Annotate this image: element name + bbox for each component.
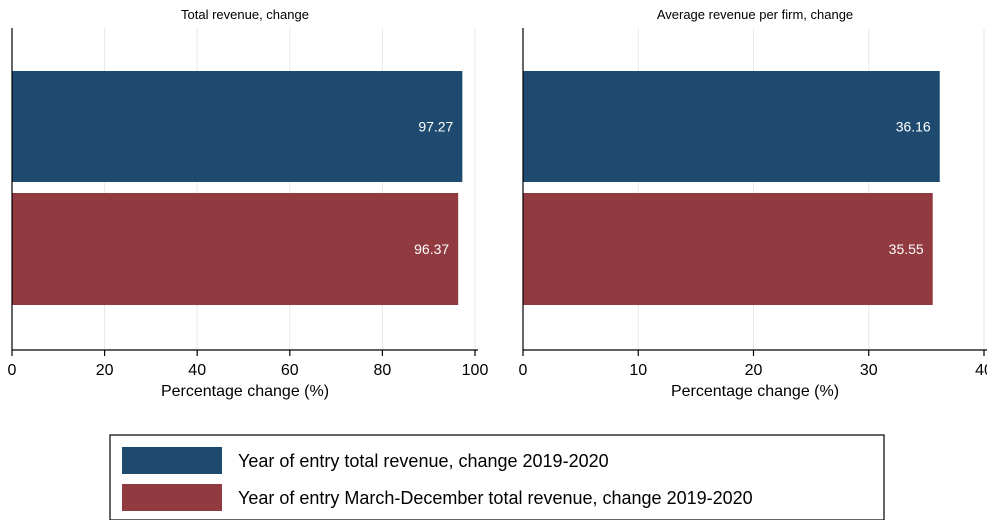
x-tick-label-average-revenue-4: 40	[975, 362, 987, 379]
bar-total-revenue-march-december-revenue	[12, 193, 459, 305]
x-axis-label-total-revenue: Percentage change (%)	[161, 383, 329, 400]
panel-total-revenue: Total revenue, change 97.27 96.37 0 20 40 60 8…	[8, 7, 489, 400]
x-tick-label-average-revenue-0: 0	[519, 362, 528, 379]
legend-swatch-march-december-revenue	[122, 484, 222, 511]
legend-label-march-december-revenue: Year of entry March-December total reven…	[238, 488, 753, 508]
legend-swatch-total-revenue	[122, 447, 222, 474]
legend-box	[109, 434, 885, 520]
x-tick-label-average-revenue-1: 10	[629, 362, 647, 379]
legend-label-total-revenue: Year of entry total revenue, change 2019…	[238, 451, 609, 471]
bar-total-revenue-total-revenue	[12, 71, 463, 182]
panel-title-total-revenue: Total revenue, change	[181, 7, 309, 22]
x-tick-label-total-revenue-3: 60	[281, 362, 299, 379]
x-tick-label-total-revenue-2: 40	[188, 362, 206, 379]
x-axis-label-average-revenue: Percentage change (%)	[671, 383, 839, 400]
x-tick-label-average-revenue-3: 30	[860, 362, 878, 379]
data-label-average-revenue-total-revenue: 36.16	[896, 119, 931, 135]
panel-title-average-revenue: Average revenue per firm, change	[657, 7, 853, 22]
x-tick-label-total-revenue-4: 80	[374, 362, 392, 379]
panel-average-revenue: Average revenue per firm, change 36.16 35…	[519, 7, 987, 400]
x-tick-label-total-revenue-0: 0	[8, 362, 17, 379]
x-tick-label-average-revenue-2: 20	[745, 362, 763, 379]
legend: Year of entry total revenue, change 2019…	[109, 434, 885, 520]
data-label-total-revenue-total-revenue: 97.27	[418, 119, 453, 135]
data-label-total-revenue-march-december-revenue: 96.37	[414, 241, 449, 257]
bar-average-revenue-total-revenue	[523, 71, 940, 182]
data-label-average-revenue-march-december-revenue: 35.55	[889, 241, 924, 257]
x-tick-label-total-revenue-1: 20	[96, 362, 114, 379]
bar-average-revenue-march-december-revenue	[523, 193, 933, 305]
x-tick-label-total-revenue-5: 100	[462, 362, 489, 379]
